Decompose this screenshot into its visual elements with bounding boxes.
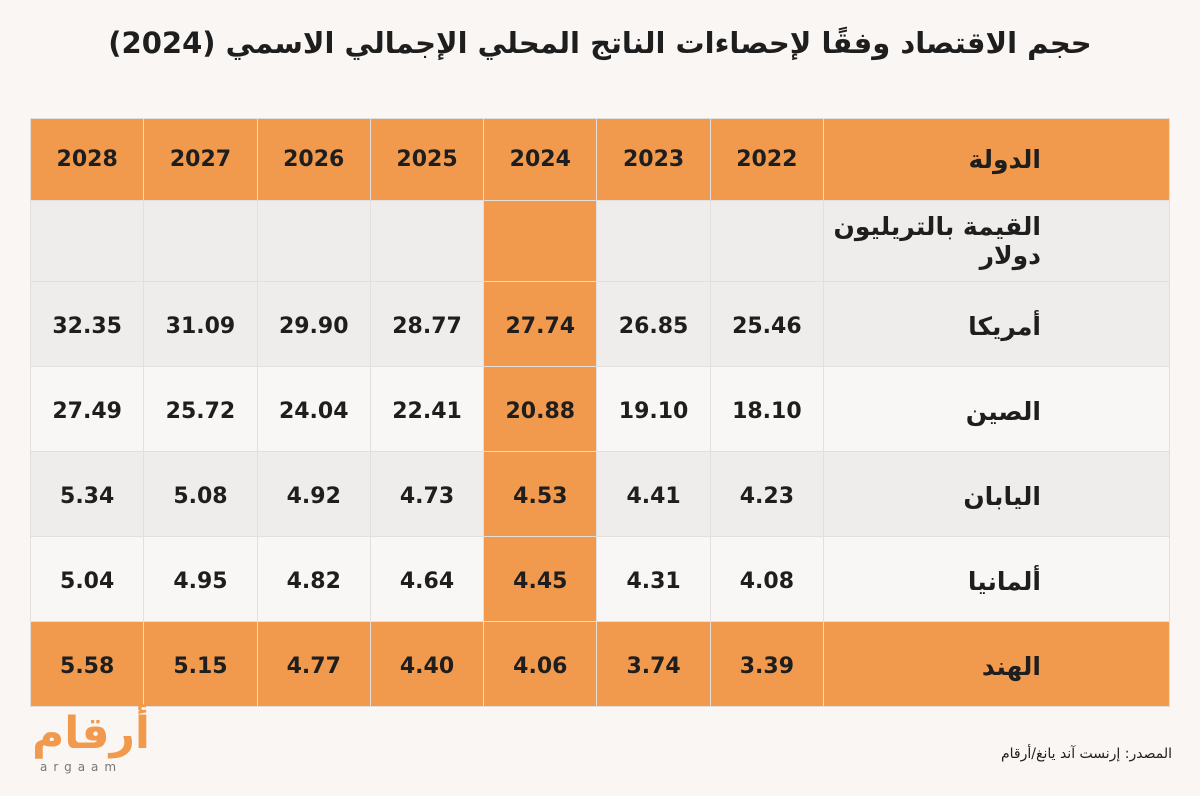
country-name: ألمانيا [823, 536, 1170, 622]
gdp-value: 26.85 [596, 281, 711, 367]
data-row: أمريكا 25.46 26.85 27.74 28.77 29.90 31.09 32.3… [29, 281, 1170, 367]
gdp-value: 5.58 [29, 621, 145, 707]
gdp-value: 5.34 [29, 451, 145, 537]
empty-cell [143, 200, 258, 282]
country-name: اليابان [823, 451, 1170, 537]
empty-cell [29, 200, 145, 282]
column-header: 2024 [483, 118, 598, 201]
data-row: اليابان 4.23 4.41 4.53 4.73 4.92 5.08 5.34 [29, 451, 1170, 537]
column-header: 2022 [709, 118, 825, 201]
column-header: الدولة [823, 118, 1170, 201]
empty-cell [483, 200, 598, 282]
gdp-value: 4.41 [596, 451, 711, 537]
header-row: الدولة 2022 2023 2024 2025 2026 2027 2028 [29, 118, 1170, 201]
gdp-value: 3.39 [709, 621, 825, 707]
gdp-value: 27.49 [29, 366, 145, 452]
gdp-value: 28.77 [369, 281, 485, 367]
gdp-value: 20.88 [483, 366, 598, 452]
gdp-value: 4.82 [256, 536, 371, 622]
column-header: 2023 [596, 118, 711, 201]
column-header: 2028 [29, 118, 145, 201]
gdp-value: 4.95 [143, 536, 258, 622]
country-name: الصين [823, 366, 1170, 452]
empty-cell [596, 200, 711, 282]
gdp-value: 4.40 [369, 621, 485, 707]
gdp-value: 31.09 [143, 281, 258, 367]
gdp-value: 24.04 [256, 366, 371, 452]
gdp-value: 4.45 [483, 536, 598, 622]
empty-cell [256, 200, 371, 282]
gdp-value: 4.92 [256, 451, 371, 537]
data-row: ألمانيا 4.08 4.31 4.45 4.64 4.82 4.95 5.04 [29, 536, 1170, 622]
gdp-value: 19.10 [596, 366, 711, 452]
country-name: أمريكا [823, 281, 1170, 367]
gdp-value: 29.90 [256, 281, 371, 367]
gdp-value: 18.10 [709, 366, 825, 452]
logo-latin: argaam [40, 760, 123, 774]
gdp-value: 5.04 [29, 536, 145, 622]
data-row: الهند 3.39 3.74 4.06 4.40 4.77 5.15 5.58 [29, 621, 1170, 707]
unit-label: القيمة بالتريليون دولار [823, 200, 1170, 282]
unit-row: القيمة بالتريليون دولار [29, 200, 1170, 282]
logo: أرقام [32, 708, 150, 759]
gdp-value: 5.15 [143, 621, 258, 707]
gdp-value: 4.73 [369, 451, 485, 537]
source: المصدر: إرنست آند يانغ/أرقام [1001, 746, 1172, 762]
gdp-value: 5.08 [143, 451, 258, 537]
gdp-value: 22.41 [369, 366, 485, 452]
gdp-value: 4.06 [483, 621, 598, 707]
gdp-value: 4.23 [709, 451, 825, 537]
gdp-value: 4.77 [256, 621, 371, 707]
gdp-value: 25.46 [709, 281, 825, 367]
gdp-value: 4.31 [596, 536, 711, 622]
gdp-value: 3.74 [596, 621, 711, 707]
column-header: 2026 [256, 118, 371, 201]
gdp-value: 4.08 [709, 536, 825, 622]
title: حجم الاقتصاد وفقًا لإحصاءات الناتج المحل… [108, 26, 1092, 60]
gdp-value: 27.74 [483, 281, 598, 367]
gdp-value: 32.35 [29, 281, 145, 367]
column-header: 2027 [143, 118, 258, 201]
column-header: 2025 [369, 118, 485, 201]
gdp-table: الدولة 2022 2023 2024 2025 2026 2027 2028 القيمة… [29, 118, 1170, 707]
gdp-value: 25.72 [143, 366, 258, 452]
empty-cell [369, 200, 485, 282]
gdp-value: 4.64 [369, 536, 485, 622]
data-row: الصين 18.10 19.10 20.88 22.41 24.04 25.72 27.49 [29, 366, 1170, 452]
gdp-value: 4.53 [483, 451, 598, 537]
country-name: الهند [823, 621, 1170, 707]
empty-cell [709, 200, 825, 282]
